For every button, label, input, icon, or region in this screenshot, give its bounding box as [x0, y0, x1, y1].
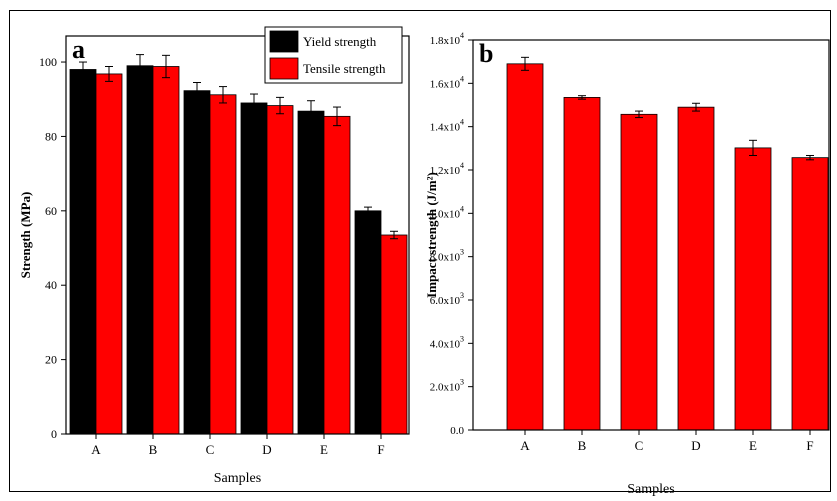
- panel-label: a: [72, 35, 85, 64]
- y-tick-label: 100: [39, 55, 57, 69]
- y-tick-label-mantissa: 1.4x10: [430, 122, 461, 134]
- bar-E: [734, 147, 772, 431]
- bar-D-yield-strength: [240, 102, 268, 435]
- error-bar: [105, 66, 113, 82]
- bar-A-tensile-strength: [95, 73, 123, 435]
- bar-D: [677, 106, 715, 431]
- bar-F-yield-strength: [354, 210, 382, 435]
- bar-D-tensile-strength: [266, 105, 294, 435]
- bar-E-tensile-strength: [323, 115, 351, 435]
- y-tick-label-exponent: 3: [460, 378, 464, 387]
- x-tick-label: A: [91, 442, 101, 457]
- y-tick-label: 80: [45, 129, 57, 143]
- y-axis-label: Impact strength (J/m²): [424, 172, 439, 298]
- y-tick-label-mantissa: 1.8x10: [430, 35, 461, 47]
- error-bar: [692, 102, 700, 112]
- legend-entry: Tensile strength: [303, 61, 386, 76]
- y-tick-label: 4.0x103: [430, 334, 464, 350]
- y-tick-label: 1.8x104: [430, 31, 464, 47]
- bar-C: [620, 113, 658, 431]
- x-tick-label: F: [806, 438, 813, 453]
- y-tick-label: 2.0x103: [430, 378, 464, 394]
- y-tick-label-exponent: 4: [460, 118, 464, 127]
- error-bar: [136, 54, 144, 78]
- error-bar: [749, 139, 757, 156]
- plot-frame: [472, 39, 830, 431]
- y-tick-label-exponent: 4: [460, 204, 464, 213]
- y-tick-label: 1.0x104: [430, 204, 464, 220]
- y-tick-label-exponent: 3: [460, 248, 464, 257]
- y-tick-label-exponent: 3: [460, 334, 464, 343]
- y-tick-label: 1.6x104: [430, 74, 464, 90]
- y-tick-label-exponent: 3: [460, 291, 464, 300]
- bar-F-tensile-strength: [380, 234, 408, 435]
- y-tick-label: 0.0: [450, 425, 464, 437]
- y-tick-label-exponent: 4: [460, 161, 464, 170]
- bar-E-yield-strength: [297, 110, 325, 435]
- y-tick-label-mantissa: 8.0x10: [430, 252, 461, 264]
- x-tick-label: D: [262, 442, 271, 457]
- y-tick-label: 6.0x103: [430, 291, 464, 307]
- panel-b: 0.02.0x1034.0x1036.0x1038.0x1031.0x1041.…: [424, 31, 830, 497]
- y-tick-label: 8.0x103: [430, 248, 464, 264]
- legend-swatch: [269, 30, 299, 53]
- y-tick-label: 1.2x104: [430, 161, 464, 177]
- bar-B: [563, 97, 601, 431]
- y-tick-label-mantissa: 1.6x10: [430, 78, 461, 90]
- x-tick-label: F: [377, 442, 384, 457]
- error-bar: [79, 61, 87, 78]
- error-bar: [307, 100, 315, 123]
- x-tick-label: C: [206, 442, 215, 457]
- error-bar: [250, 93, 258, 113]
- y-tick-label-mantissa: 4.0x10: [430, 338, 461, 350]
- y-tick-label-mantissa: 6.0x10: [430, 295, 461, 307]
- bar-B-tensile-strength: [152, 66, 180, 435]
- error-bar: [193, 81, 201, 100]
- y-tick-label-mantissa: 0.0: [450, 425, 464, 437]
- error-bar: [162, 54, 170, 79]
- error-bar: [219, 86, 227, 104]
- bar-C-tensile-strength: [209, 94, 237, 435]
- y-tick-label-exponent: 4: [460, 31, 464, 40]
- panel-a: 0 20 40 60 80 100 A B C D E F Samples Strength (MPa) a…: [18, 26, 410, 486]
- bar-F: [791, 157, 829, 431]
- x-axis-label: Samples: [214, 471, 261, 486]
- x-tick-label: B: [149, 442, 158, 457]
- legend: Yield strength Tensile strength: [264, 26, 403, 84]
- legend-entry: Yield strength: [303, 34, 377, 49]
- error-bar: [276, 96, 284, 115]
- x-tick-label: A: [520, 438, 530, 453]
- bar-A-yield-strength: [69, 69, 97, 435]
- bar-B-yield-strength: [126, 65, 154, 435]
- error-bar: [635, 110, 643, 119]
- error-bar: [333, 106, 341, 127]
- x-tick-label: E: [320, 442, 328, 457]
- y-tick-label: 0: [51, 427, 57, 441]
- y-tick-label-mantissa: 1.2x10: [430, 165, 461, 177]
- error-bar: [521, 56, 529, 71]
- y-tick-label: 60: [45, 204, 57, 218]
- legend-swatch: [269, 57, 299, 80]
- x-tick-label: C: [635, 438, 644, 453]
- y-tick-label-mantissa: 1.0x10: [430, 208, 461, 220]
- x-tick-label: D: [691, 438, 700, 453]
- x-axis-label: Samples: [627, 482, 674, 497]
- panel-label: b: [479, 39, 493, 68]
- y-axis-label: Strength (MPa): [18, 192, 33, 279]
- plot-frame: [65, 35, 410, 435]
- error-bar: [390, 230, 398, 240]
- y-tick-label-exponent: 4: [460, 74, 464, 83]
- y-tick-label: 20: [45, 353, 57, 367]
- bar-C-yield-strength: [183, 90, 211, 435]
- bar-A: [506, 63, 544, 431]
- x-tick-label: B: [578, 438, 587, 453]
- error-bar: [806, 154, 814, 161]
- y-tick-label: 1.4x104: [430, 118, 464, 134]
- y-tick-label-mantissa: 2.0x10: [430, 382, 461, 394]
- x-tick-label: E: [749, 438, 757, 453]
- error-bar: [578, 95, 586, 100]
- y-tick-label: 40: [45, 278, 57, 292]
- error-bar: [364, 206, 372, 216]
